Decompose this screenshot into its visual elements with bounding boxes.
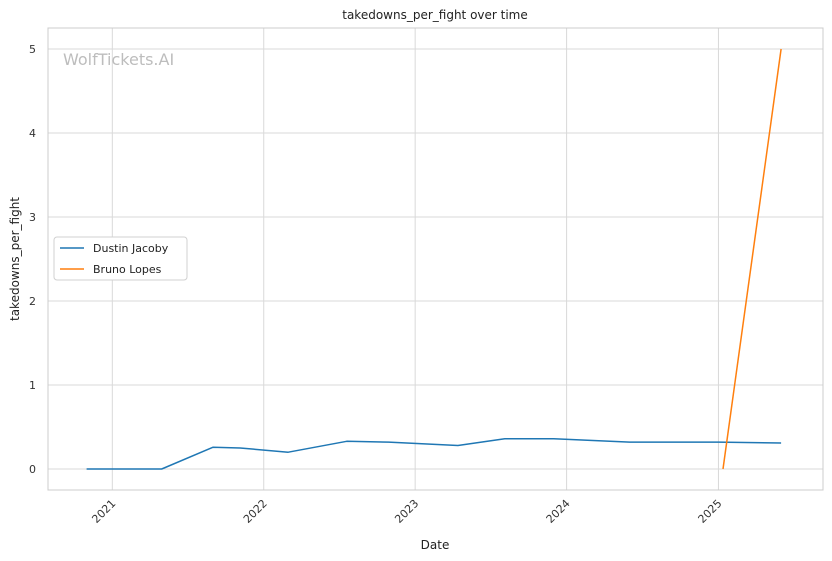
series-layer: [86, 48, 782, 470]
y-tick-label: 3: [29, 211, 36, 224]
legend: Dustin Jacoby Bruno Lopes: [53, 236, 188, 281]
watermark: WolfTickets.AI: [63, 50, 174, 69]
legend-label-dustin-jacoby: Dustin Jacoby: [93, 242, 169, 255]
y-tick-label: 2: [29, 295, 36, 308]
chart-title: takedowns_per_fight over time: [342, 8, 528, 22]
y-tick-label: 1: [29, 379, 36, 392]
series-line-bruno-lopes: [722, 48, 782, 470]
y-tick-label: 0: [29, 463, 36, 476]
legend-box: [53, 236, 188, 281]
x-axis-label: Date: [421, 538, 450, 552]
y-tick-label: 5: [29, 43, 36, 56]
grid-lines: [48, 28, 823, 490]
y-tick-labels: 0 1 2 3 4 5: [29, 43, 36, 476]
plot-frame: [47, 27, 824, 491]
y-axis-label: takedowns_per_fight: [8, 197, 22, 321]
y-tick-label: 4: [29, 127, 36, 140]
series-line-dustin-jacoby: [86, 438, 782, 470]
legend-label-bruno-lopes: Bruno Lopes: [93, 263, 162, 276]
